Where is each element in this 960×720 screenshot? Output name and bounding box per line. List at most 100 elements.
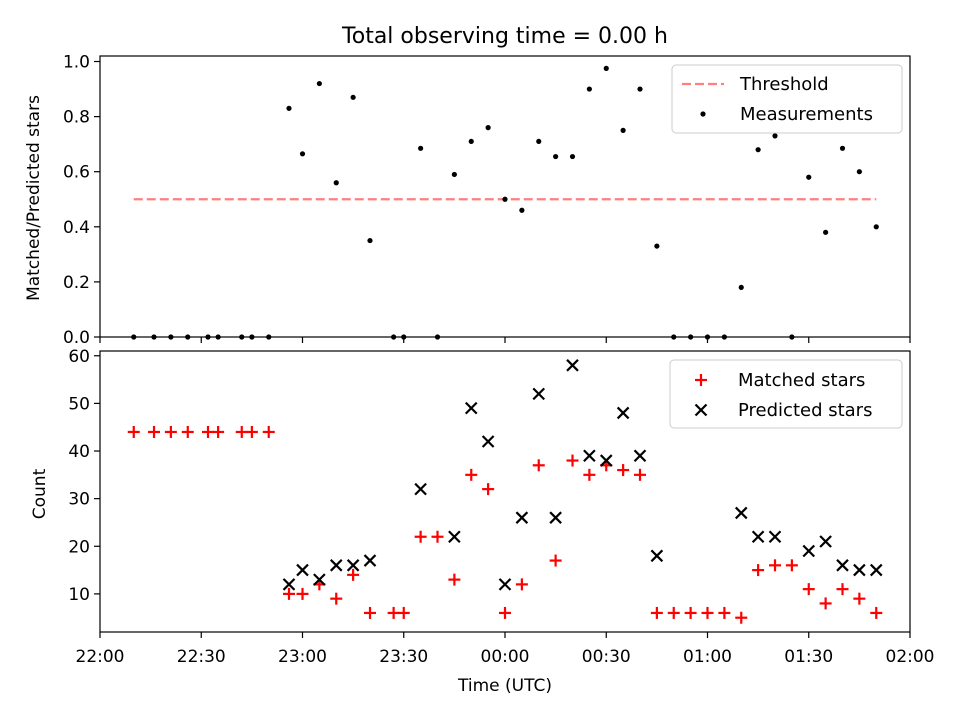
x-axis-label: Time (UTC) [457,676,552,696]
x-tick-label: 01:00 [683,647,732,667]
legend-matched-swatch [695,374,707,386]
predicted-star-point [313,573,326,586]
measurement-point [350,94,356,100]
matched-star-point [431,530,444,543]
top-y-tick-label: 1.0 [63,53,90,73]
top-y-axis-label: Matched/Predicted stars [24,95,44,301]
measurement-point [519,207,525,213]
predicted-star-point [734,506,748,520]
matched-star-point [347,568,360,581]
predicted-star-point [853,563,866,577]
matched-star-point [549,554,562,567]
measurement-point [266,334,272,340]
bottom-y-axis-label: Count [30,468,50,519]
matched-star-point [684,606,697,619]
measurement-point [738,284,744,291]
measurement-point [205,334,211,340]
predicted-star-point [346,559,360,572]
measurement-point [434,334,441,340]
measurement-point [637,86,643,92]
measurement-point [721,334,727,340]
matched-star-point [414,530,427,543]
matched-star-point [769,559,781,572]
matched-star-point [836,583,849,596]
matched-star-point [212,425,225,438]
legend-threshold-label: Threshold [739,74,829,95]
matched-star-point [364,606,376,619]
measurement-point [755,147,761,153]
x-tick-label: 00:30 [582,647,631,667]
predicted-star-point [768,530,782,544]
measurement-point [654,243,660,249]
top-y-tick-label: 0.6 [63,163,90,183]
matched-star-point [532,459,545,472]
measurement-point [553,153,559,160]
bottom-y-tick-label: 10 [68,585,90,605]
matched-star-point [387,606,400,619]
measurement-point [704,334,711,340]
measurement-point [671,334,677,340]
matched-star-point [202,425,214,438]
predicted-star-point [363,554,377,567]
measurement-point [131,334,137,340]
measurement-point [839,145,846,151]
measurement-point [286,105,292,111]
bottom-y-tick-label: 20 [68,537,90,557]
measurement-point [688,334,694,340]
matched-star-point [330,592,343,605]
matched-star-point [650,606,663,619]
matched-star-point [515,578,528,591]
top-y-tick-label: 0.8 [63,108,90,128]
measurement-point [873,224,879,230]
measurement-point [367,237,373,244]
bottom-subplot: 10 20 30 40 50 60 22:00 22:30 23:00 23:30 00:00 00:… [68,347,934,667]
predicted-star-point [802,544,816,558]
measurement-point [418,145,424,151]
predicted-star-point [616,406,630,420]
predicted-star-point [329,559,343,572]
matched-star-point [262,425,275,438]
measurement-point [536,138,542,145]
measurement-point [586,86,592,92]
bottom-y-tick-label: 50 [68,394,90,414]
predicted-star-point [448,530,461,544]
matched-star-point [853,592,866,605]
predicted-star-point [481,435,495,448]
x-tick-label: 22:00 [76,647,125,667]
matched-star-point [181,425,194,438]
x-tick-label: 00:00 [481,647,530,667]
top-y-tick-label: 0.2 [63,273,90,293]
matched-star-point [870,606,883,619]
measurement-point [185,334,191,340]
matched-star-point [127,425,140,438]
matched-star-point [283,587,295,600]
predicted-star-point [583,449,596,463]
matched-star-point [235,425,248,438]
predicted-star-point [566,359,579,372]
measurement-point [620,127,626,133]
predicted-star-point [599,454,613,467]
measurement-point [401,334,407,340]
predicted-star-point [549,511,562,524]
measurement-point [806,174,812,180]
matched-star-point [482,483,495,496]
bottom-y-tick-label: 40 [68,442,90,462]
matched-star-point [735,611,748,624]
top-y-tick-label: 0.0 [63,328,90,348]
measurement-point [485,125,491,131]
predicted-star-point [836,559,849,572]
matched-star-point [583,468,596,481]
matched-star-point [617,464,630,477]
matched-star-point [296,587,309,600]
legend-matched-label: Matched stars [738,370,865,391]
matched-star-point [752,564,765,577]
top-y-tick-label: 0.4 [63,218,90,238]
matched-star-point [499,606,511,619]
measurement-point [168,334,174,340]
matched-star-point [164,425,177,438]
predicted-star-point [464,401,478,415]
predicted-star-point [296,563,309,577]
x-tick-label: 23:00 [278,647,327,667]
chart-title: Total observing time = 0.00 h [341,24,668,49]
